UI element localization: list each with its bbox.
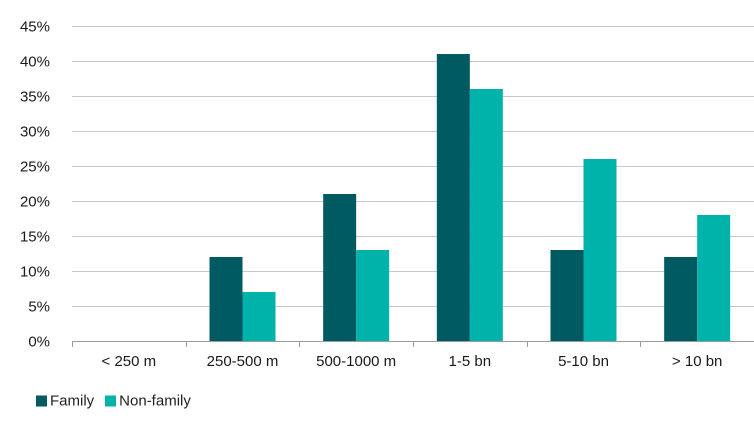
x-axis-ticks: < 250 m 250-500 m 500-1000 m 1-5 bn 5-10 bn >… bbox=[102, 353, 723, 370]
y-tick-label: 20% bbox=[20, 194, 50, 211]
y-tick-label: 15% bbox=[20, 229, 50, 246]
bar-family-5 bbox=[664, 257, 698, 341]
bar-non-family-1 bbox=[242, 292, 276, 341]
y-tick-label: 0% bbox=[28, 334, 50, 351]
bar-non-family-5 bbox=[697, 215, 731, 341]
bar-family-3 bbox=[436, 54, 470, 341]
y-axis-ticks: 0% 5% 10% 15% 20% 25% 30% 35% 40% 45% bbox=[20, 19, 50, 351]
bar-non-family-2 bbox=[356, 250, 390, 341]
bar-non-family-4 bbox=[583, 159, 617, 341]
x-axis bbox=[72, 341, 754, 347]
legend-swatch-family bbox=[36, 395, 47, 407]
y-tick-label: 10% bbox=[20, 264, 50, 281]
bar-family-2 bbox=[323, 194, 357, 341]
bar-non-family-3 bbox=[469, 89, 503, 341]
y-tick-label: 35% bbox=[20, 89, 50, 106]
gridlines bbox=[72, 26, 754, 307]
bars bbox=[209, 54, 731, 341]
y-tick-label: 40% bbox=[20, 54, 50, 71]
legend-item-non-family: Non-family bbox=[105, 393, 191, 410]
x-tick-label: < 250 m bbox=[102, 353, 157, 370]
x-tick-label: 1-5 bn bbox=[449, 353, 492, 370]
x-tick-label: 5-10 bn bbox=[558, 353, 609, 370]
y-tick-label: 5% bbox=[28, 299, 50, 316]
y-tick-label: 30% bbox=[20, 124, 50, 141]
legend: Family Non-family bbox=[36, 393, 202, 410]
x-tick-label: > 10 bn bbox=[672, 353, 722, 370]
legend-label-family: Family bbox=[50, 392, 95, 410]
legend-label-non-family: Non-family bbox=[119, 392, 191, 410]
bar-family-4 bbox=[550, 250, 584, 341]
x-tick-label: 250-500 m bbox=[207, 353, 279, 370]
x-tick-label: 500-1000 m bbox=[316, 353, 396, 370]
y-tick-label: 45% bbox=[20, 19, 50, 36]
legend-item-family: Family bbox=[36, 393, 94, 410]
y-tick-label: 25% bbox=[20, 159, 50, 176]
legend-swatch-non-family bbox=[105, 395, 117, 407]
bar-family-1 bbox=[209, 257, 243, 341]
